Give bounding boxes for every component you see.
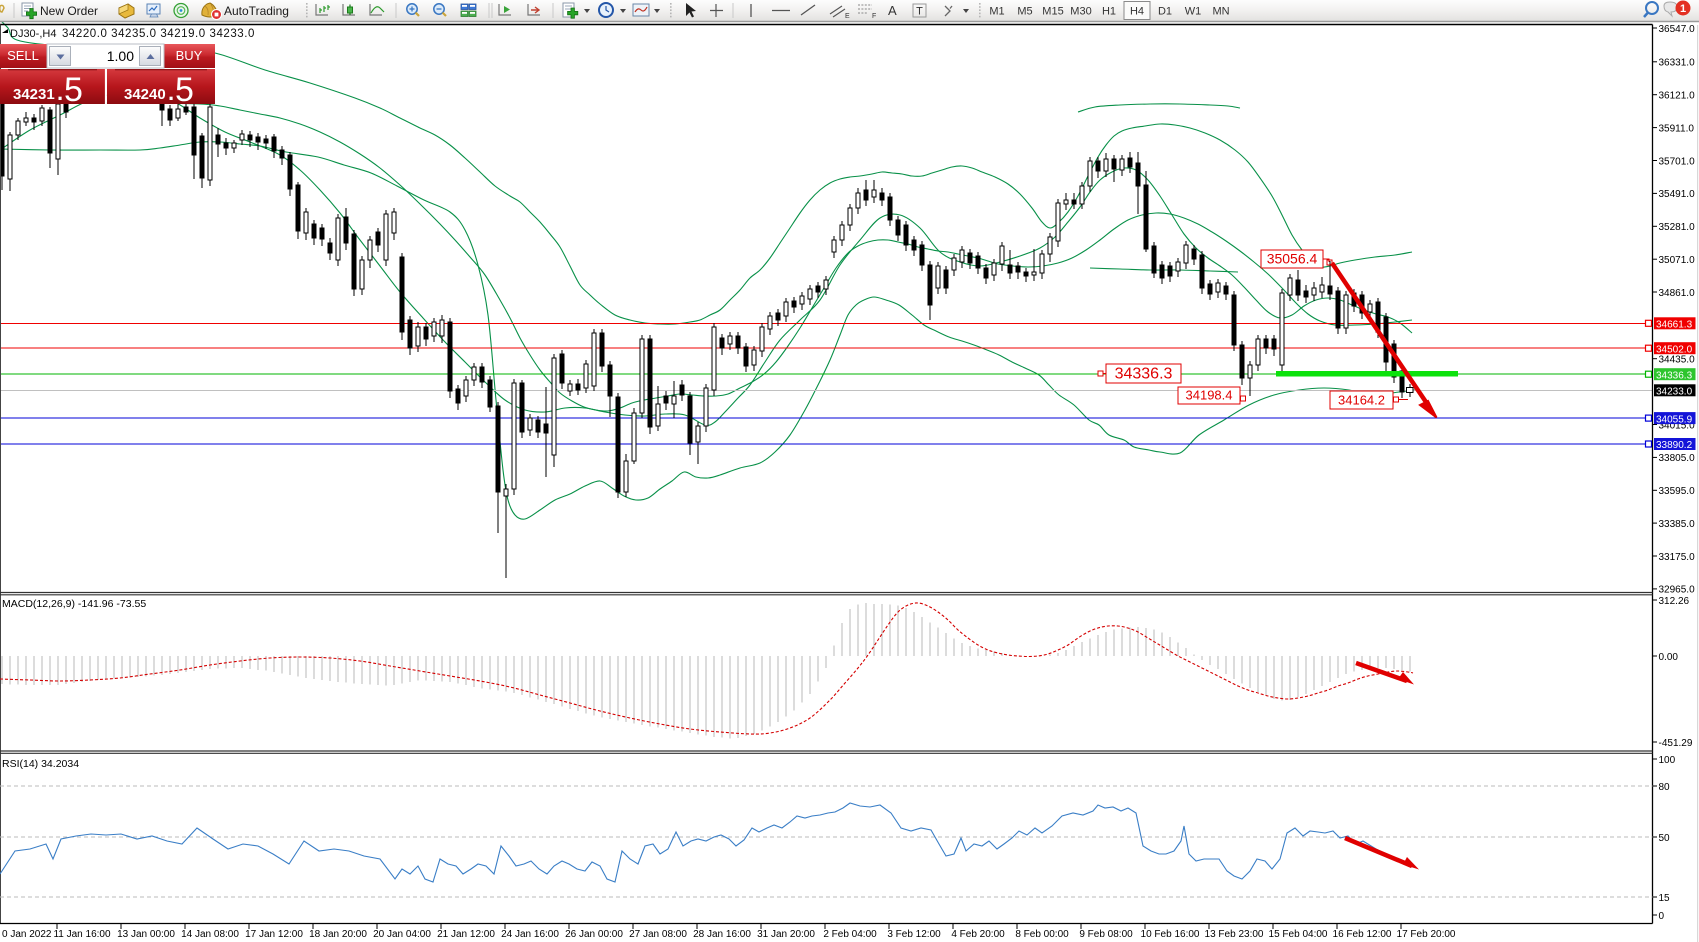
svg-text:9 Feb 08:00: 9 Feb 08:00 — [1079, 929, 1133, 940]
svg-text:34231: 34231 — [13, 86, 55, 103]
svg-text:31 Jan 20:00: 31 Jan 20:00 — [757, 929, 815, 940]
svg-text:0.00: 0.00 — [1659, 652, 1679, 663]
svg-text:33805.0: 33805.0 — [1659, 453, 1696, 464]
svg-text:M30: M30 — [1070, 6, 1091, 18]
svg-text:24 Jan 16:00: 24 Jan 16:00 — [501, 929, 559, 940]
svg-text:MACD(12,26,9) -141.96 -73.55: MACD(12,26,9) -141.96 -73.55 — [2, 598, 146, 610]
svg-text:M1: M1 — [989, 6, 1004, 18]
svg-text:28 Jan 16:00: 28 Jan 16:00 — [693, 929, 751, 940]
svg-text:18 Jan 20:00: 18 Jan 20:00 — [309, 929, 367, 940]
svg-text:BUY: BUY — [176, 48, 203, 63]
svg-text:MN: MN — [1212, 6, 1229, 18]
svg-text:E: E — [845, 13, 850, 20]
svg-text:13 Feb 23:00: 13 Feb 23:00 — [1205, 929, 1264, 940]
svg-text:34198.4: 34198.4 — [1186, 388, 1233, 403]
svg-text:3 Feb 12:00: 3 Feb 12:00 — [887, 929, 941, 940]
svg-text:11 Jan 16:00: 11 Jan 16:00 — [53, 929, 111, 940]
svg-text:27 Jan 08:00: 27 Jan 08:00 — [629, 929, 687, 940]
svg-text:5: 5 — [175, 71, 194, 109]
svg-text:32965.0: 32965.0 — [1659, 585, 1696, 596]
svg-text:21 Jan 12:00: 21 Jan 12:00 — [437, 929, 495, 940]
svg-text:5: 5 — [64, 71, 83, 109]
svg-text:36121.0: 36121.0 — [1659, 91, 1696, 102]
svg-text:20 Jan 04:00: 20 Jan 04:00 — [373, 929, 431, 940]
svg-text:26 Jan 00:00: 26 Jan 00:00 — [565, 929, 623, 940]
svg-text:H4: H4 — [1130, 6, 1144, 18]
svg-text:0: 0 — [1659, 911, 1665, 922]
svg-text:8 Feb 00:00: 8 Feb 00:00 — [1015, 929, 1069, 940]
svg-text:New Order: New Order — [40, 4, 98, 18]
svg-text:35281.0: 35281.0 — [1659, 222, 1696, 233]
svg-text:.: . — [57, 80, 63, 105]
svg-text:SELL: SELL — [7, 48, 39, 63]
svg-text:.: . — [168, 80, 174, 105]
svg-text:M15: M15 — [1042, 6, 1063, 18]
svg-text:13 Jan 00:00: 13 Jan 00:00 — [117, 929, 175, 940]
svg-text:80: 80 — [1659, 782, 1671, 793]
svg-text:AutoTrading: AutoTrading — [224, 4, 289, 18]
svg-text:4 Feb 20:00: 4 Feb 20:00 — [951, 929, 1005, 940]
svg-text:D1: D1 — [1158, 6, 1172, 18]
svg-text:H1: H1 — [1102, 6, 1116, 18]
svg-text:15: 15 — [1659, 893, 1671, 904]
svg-text:35911.0: 35911.0 — [1659, 123, 1695, 134]
svg-text:1: 1 — [1680, 3, 1686, 15]
svg-text:RSI(14) 34.2034: RSI(14) 34.2034 — [2, 758, 79, 770]
svg-text:34502.0: 34502.0 — [1656, 344, 1693, 355]
svg-text:M5: M5 — [1017, 6, 1032, 18]
svg-text:34336.3: 34336.3 — [1115, 366, 1173, 383]
svg-text:14 Jan 08:00: 14 Jan 08:00 — [181, 929, 239, 940]
svg-text:35491.0: 35491.0 — [1659, 189, 1696, 200]
svg-text:34435.0: 34435.0 — [1659, 355, 1696, 366]
svg-text:100: 100 — [1659, 755, 1676, 766]
svg-text:312.26: 312.26 — [1659, 596, 1690, 607]
svg-text:34164.2: 34164.2 — [1338, 393, 1385, 408]
svg-text:34220.0 34235.0 34219.0 34233.: 34220.0 34235.0 34219.0 34233.0 — [62, 28, 255, 40]
svg-text:A: A — [888, 3, 897, 18]
svg-text:50: 50 — [1659, 833, 1671, 844]
svg-text:0 Jan 2022: 0 Jan 2022 — [2, 929, 52, 940]
svg-text:-451.29: -451.29 — [1659, 738, 1693, 749]
svg-text:33175.0: 33175.0 — [1659, 552, 1696, 563]
svg-text:F: F — [872, 13, 876, 20]
svg-text:34055.9: 34055.9 — [1656, 414, 1693, 425]
svg-text:10 Feb 16:00: 10 Feb 16:00 — [1141, 929, 1200, 940]
svg-text:34240: 34240 — [124, 86, 166, 103]
svg-text:34336.3: 34336.3 — [1656, 370, 1693, 381]
svg-text:35701.0: 35701.0 — [1659, 156, 1696, 167]
svg-text:35071.0: 35071.0 — [1659, 255, 1696, 266]
svg-text:17 Feb 20:00: 17 Feb 20:00 — [1397, 929, 1456, 940]
svg-text:T: T — [916, 6, 923, 18]
svg-text:35056.4: 35056.4 — [1267, 251, 1318, 267]
svg-text:W1: W1 — [1185, 6, 1202, 18]
svg-text:36331.0: 36331.0 — [1659, 58, 1696, 69]
svg-text:2 Feb 04:00: 2 Feb 04:00 — [823, 929, 877, 940]
svg-text:34661.3: 34661.3 — [1656, 320, 1693, 331]
svg-text:34861.0: 34861.0 — [1659, 288, 1696, 299]
svg-text:34015.0: 34015.0 — [1659, 420, 1696, 431]
svg-text:16 Feb 12:00: 16 Feb 12:00 — [1333, 929, 1392, 940]
svg-text:1.00: 1.00 — [107, 48, 134, 64]
svg-text:33890.2: 33890.2 — [1656, 440, 1693, 451]
svg-text:15 Feb 04:00: 15 Feb 04:00 — [1269, 929, 1328, 940]
svg-text:33595.0: 33595.0 — [1659, 486, 1696, 497]
svg-text:17 Jan 12:00: 17 Jan 12:00 — [245, 929, 303, 940]
svg-text:36547.0: 36547.0 — [1659, 24, 1696, 35]
svg-text:33385.0: 33385.0 — [1659, 519, 1696, 530]
svg-text:DJ30-,H4: DJ30-,H4 — [10, 28, 56, 40]
svg-text:34233.0: 34233.0 — [1656, 387, 1693, 398]
